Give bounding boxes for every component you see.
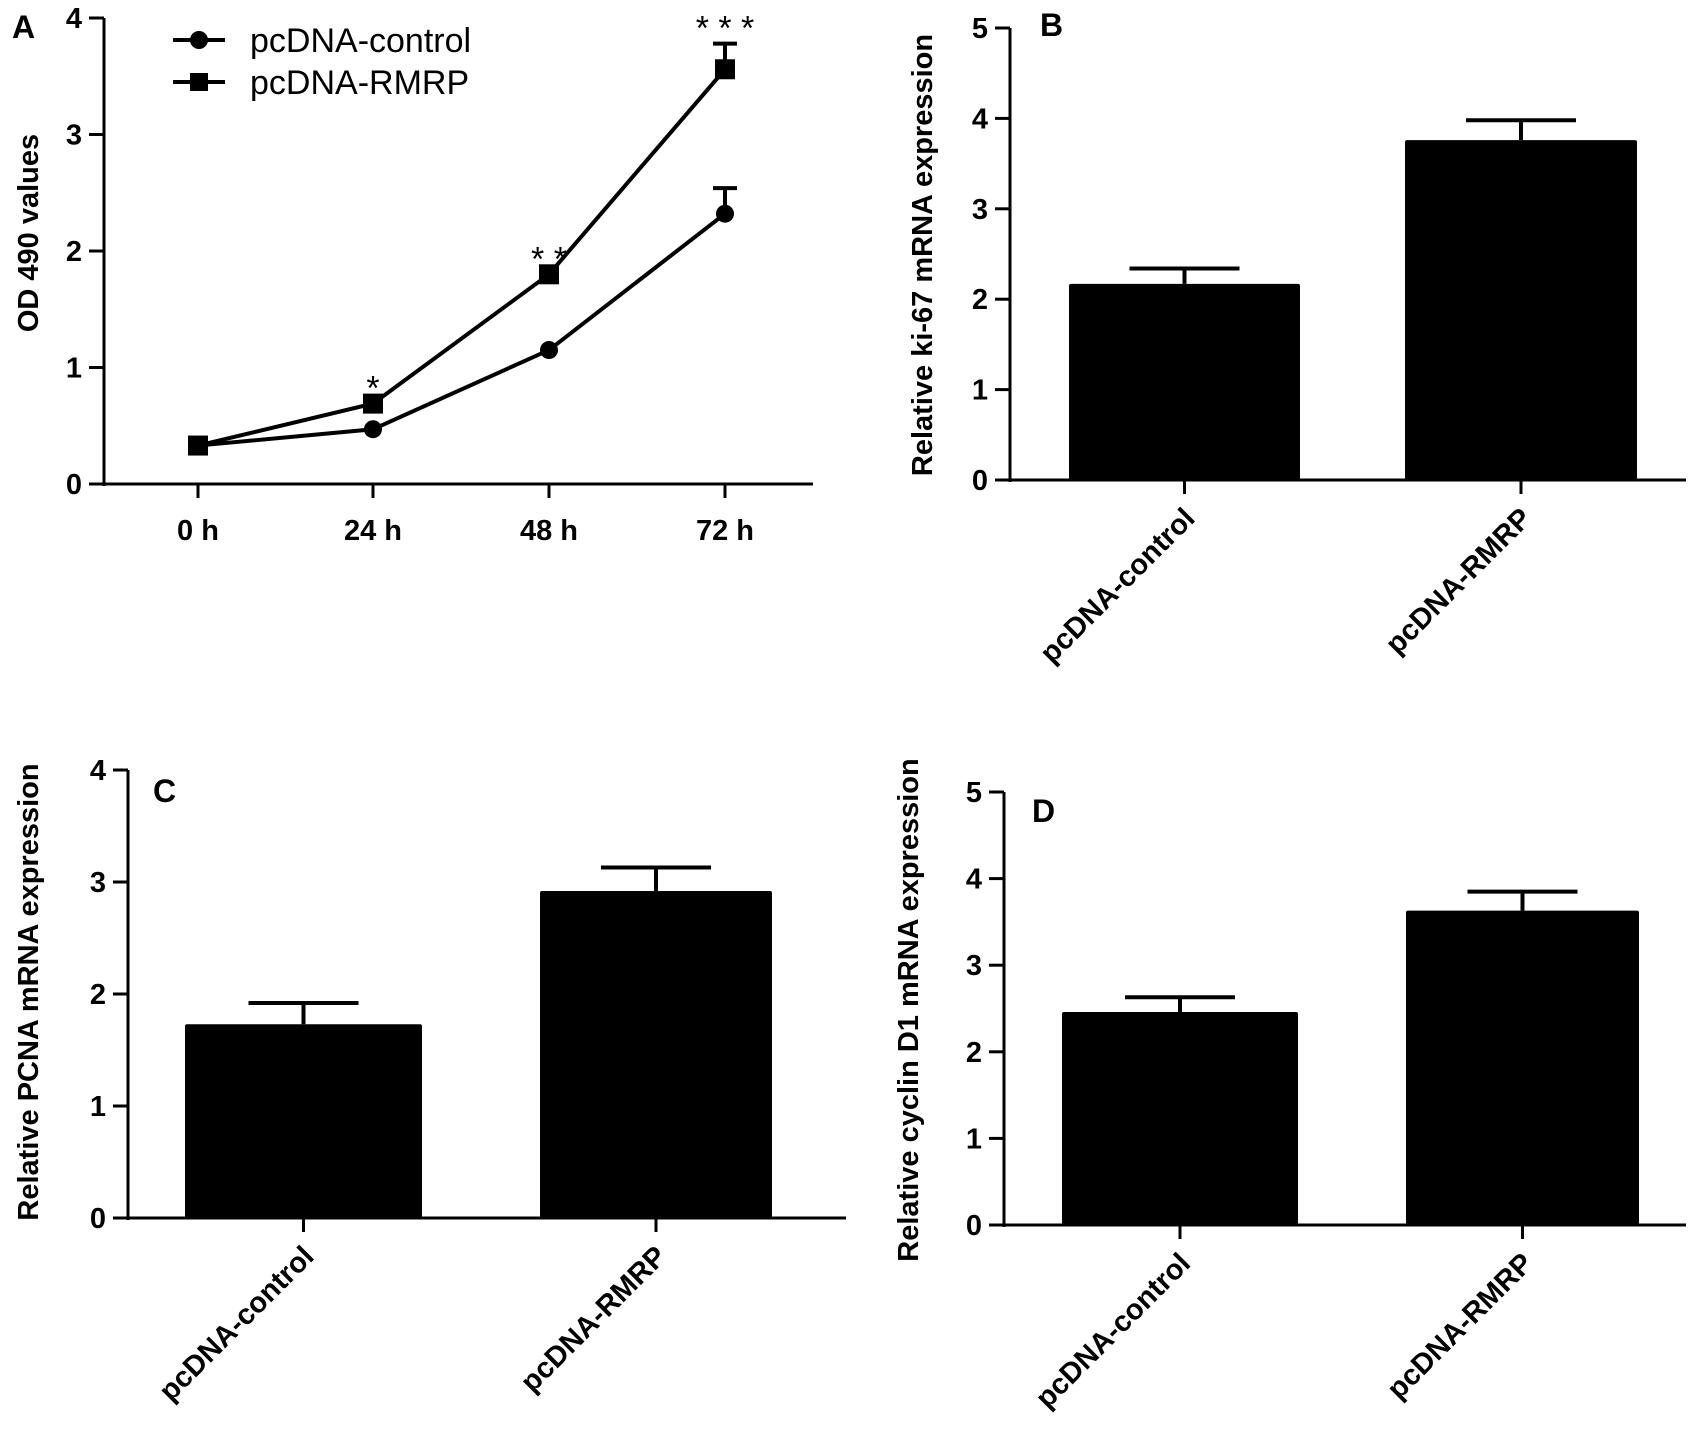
panel-a-series <box>188 41 737 456</box>
significance-mark: * * <box>531 240 567 278</box>
panel-d-y-tick: 5 <box>966 777 982 809</box>
panel-c-x-tick: pcDNA-control <box>153 1240 320 1407</box>
panel-b-y-tick: 3 <box>972 194 988 226</box>
panel-c-label: C <box>153 773 176 809</box>
data-point-circle <box>716 204 734 223</box>
panel-b-bars <box>1069 118 1637 480</box>
legend-square-marker <box>190 73 208 91</box>
panel-c-y-tick: 0 <box>90 1203 106 1235</box>
significance-mark: * <box>366 370 379 408</box>
panel-a-label: A <box>12 9 35 45</box>
data-point-square <box>715 59 735 80</box>
panel-a-y-tick: 3 <box>66 120 82 152</box>
panel-b-label: B <box>1040 7 1063 43</box>
series-line-control <box>197 212 727 448</box>
panel-c-x-tick: pcDNA-RMRP <box>515 1240 673 1398</box>
panel-b-x-ticks: pcDNA-control pcDNA-RMRP <box>1034 502 1538 669</box>
panel-d-y-tick: 3 <box>966 950 982 982</box>
bar-rmrp <box>540 890 772 1218</box>
bar-control <box>185 1024 422 1218</box>
bar-control <box>1069 283 1300 480</box>
panel-a-legend: pcDNA-control pcDNA-RMRP <box>173 22 471 102</box>
data-point-square <box>539 264 559 285</box>
panel-b-bar-chart: B Relative ki-67 mRNA expression 0 1 2 3… <box>907 7 1686 670</box>
data-point-square <box>363 393 383 414</box>
panel-d-y-tick: 4 <box>966 864 982 896</box>
panel-a-x-tick: 48 h <box>520 515 578 547</box>
panel-a-y-ticks: 0 1 2 3 4 <box>66 3 82 501</box>
panel-d-label: D <box>1032 793 1055 829</box>
data-point-circle <box>364 420 382 439</box>
bar-rmrp <box>1405 140 1637 480</box>
panel-b-y-tick: 4 <box>972 103 988 135</box>
panel-a-x-tick: 0 h <box>177 515 219 547</box>
panel-a-y-tick: 4 <box>66 3 82 35</box>
legend-label-control: pcDNA-control <box>250 22 471 60</box>
panel-c-y-axis-label: Relative PCNA mRNA expression <box>13 763 45 1220</box>
panel-a-axes <box>89 16 813 498</box>
panel-d-y-tick: 2 <box>966 1037 982 1069</box>
panel-a-x-ticks: 0 h 24 h 48 h 72 h <box>177 515 754 547</box>
panel-d-x-tick: pcDNA-control <box>1030 1247 1197 1414</box>
significance-mark: * * * <box>696 10 755 48</box>
legend-circle-marker <box>190 31 208 49</box>
panel-b-x-tick: pcDNA-control <box>1034 502 1201 669</box>
bar-control <box>1062 1011 1298 1225</box>
panel-b-y-tick: 1 <box>972 375 988 407</box>
panel-d-y-axis-label: Relative cyclin D1 mRNA expression <box>893 758 925 1261</box>
panel-a-line-chart: A OD 490 values 0 1 2 3 4 0 h 24 h 48 h … <box>12 3 813 547</box>
panel-c-bars <box>185 865 772 1218</box>
panel-a-x-tick: 24 h <box>344 515 402 547</box>
bar-rmrp <box>1406 910 1639 1225</box>
panel-c-y-tick: 1 <box>90 1091 106 1123</box>
panel-a-y-tick: 2 <box>66 236 82 268</box>
panel-b-y-ticks: 0 1 2 3 4 5 <box>972 13 988 497</box>
panel-d-y-tick: 0 <box>966 1210 982 1242</box>
panel-c-y-tick: 4 <box>90 755 106 787</box>
panel-c-x-ticks: pcDNA-control pcDNA-RMRP <box>153 1240 673 1407</box>
panel-d-bar-chart: D Relative cyclin D1 mRNA expression 0 1… <box>893 758 1686 1415</box>
data-point-circle <box>540 341 558 360</box>
panel-d-bars <box>1062 889 1639 1225</box>
panel-b-y-tick: 0 <box>972 465 988 497</box>
panel-a-y-tick: 1 <box>66 353 82 385</box>
panel-d-x-ticks: pcDNA-control pcDNA-RMRP <box>1030 1247 1540 1414</box>
panel-a-significance: * * * * * * <box>366 10 754 408</box>
panel-b-y-tick: 2 <box>972 284 988 316</box>
panel-b-y-tick: 5 <box>972 13 988 45</box>
panel-a-y-axis-label: OD 490 values <box>13 134 45 332</box>
panel-c-y-ticks: 0 1 2 3 4 <box>90 755 106 1235</box>
series-line-rmrp <box>197 67 727 448</box>
panel-c-y-tick: 2 <box>90 979 106 1011</box>
panel-d-x-tick: pcDNA-RMRP <box>1381 1247 1539 1405</box>
panel-d-y-tick: 1 <box>966 1123 982 1155</box>
panel-d-y-ticks: 0 1 2 3 4 5 <box>966 777 982 1242</box>
panel-c-y-tick: 3 <box>90 867 106 899</box>
panel-b-x-tick: pcDNA-RMRP <box>1380 502 1538 660</box>
panel-a-x-tick: 72 h <box>696 515 754 547</box>
panel-c-bar-chart: C Relative PCNA mRNA expression 0 1 2 3 … <box>13 755 846 1408</box>
data-point-square <box>188 435 208 456</box>
panel-b-y-axis-label: Relative ki-67 mRNA expression <box>907 34 939 476</box>
legend-label-rmrp: pcDNA-RMRP <box>250 64 469 102</box>
panel-a-y-tick: 0 <box>66 469 82 501</box>
